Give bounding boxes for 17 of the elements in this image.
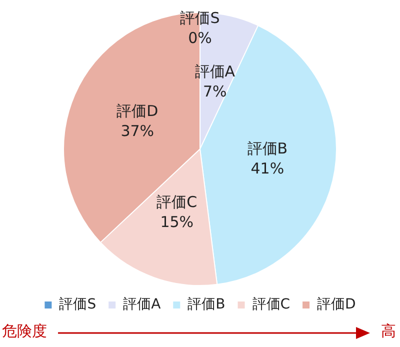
legend-label: 評価C [252, 296, 290, 313]
category-label: 評価S [180, 8, 220, 27]
data-label: 37% [120, 122, 154, 140]
slice-label: 評価B [247, 140, 288, 158]
slice-label: 評価C [156, 193, 198, 212]
slice-label: 評価D [116, 102, 158, 120]
data-label: 7% [202, 82, 227, 100]
legend-label: 評価S [59, 296, 96, 313]
text: 0% [188, 28, 212, 47]
data-label: 41% [250, 160, 284, 178]
data-label: 15% [160, 213, 194, 232]
legend-label: 評価A [123, 296, 162, 313]
legend-label: 評価B [188, 296, 226, 313]
slice-label: 評価A [194, 62, 236, 80]
legend-label: 評価D [317, 296, 356, 313]
text: 危険度 [2, 322, 47, 341]
text: 高 [381, 322, 396, 341]
